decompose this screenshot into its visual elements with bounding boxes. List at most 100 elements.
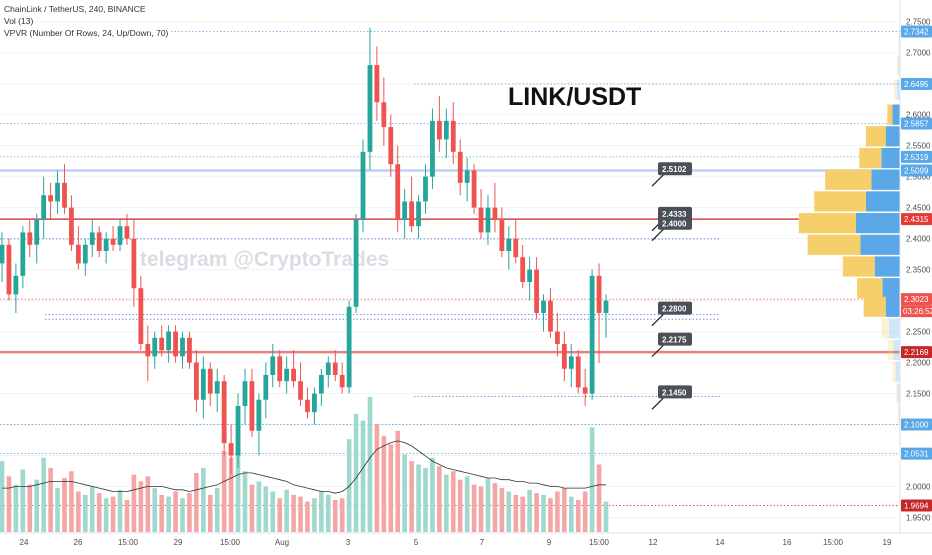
candle-body <box>138 288 144 344</box>
candle-body <box>381 102 387 128</box>
volume-bar <box>242 471 248 532</box>
volume-bar <box>228 457 234 532</box>
time-axis[interactable]: 24 26 15:00 29 15:00 Aug 3 5 7 9 15:00 12 14 16 15:00 1… <box>0 532 932 550</box>
volume-bar <box>374 424 380 532</box>
candle-body <box>200 368 206 400</box>
price-tag <box>901 117 932 130</box>
candle-body <box>541 300 546 313</box>
volume-bar <box>13 484 19 532</box>
vpvr-up-row <box>897 383 900 404</box>
candle-body <box>75 244 81 264</box>
candle-body <box>568 356 574 369</box>
candle-body <box>374 65 380 103</box>
vpvr-down-row <box>887 104 893 125</box>
chart-title: LINK/USDT <box>508 83 641 111</box>
price-tick-label: 2.7500 <box>906 18 931 27</box>
vpvr-up-row <box>896 79 900 100</box>
time-tick-label: 14 <box>716 538 725 547</box>
candle-body <box>221 381 227 444</box>
price-tick-label: 2.6000 <box>906 111 931 120</box>
volume-bar <box>416 464 421 532</box>
volume-ma-line <box>2 440 606 494</box>
price-axis[interactable]: 1.95002.00002.05002.10002.15002.20002.25… <box>899 0 932 533</box>
legend-vpvr[interactable]: VPVR (Number Of Rows, 24, Up/Down, 70) <box>4 28 169 38</box>
volume-bar <box>159 494 164 532</box>
candle-body <box>346 306 352 388</box>
candle-body <box>443 120 449 140</box>
volume-bar <box>485 478 491 532</box>
price-tick-label: 2.4500 <box>906 204 931 213</box>
vpvr-up-row <box>856 213 900 234</box>
volume-bar <box>166 496 171 532</box>
volume-bar <box>596 464 602 532</box>
candle-body <box>96 232 102 252</box>
candle-body <box>6 244 12 295</box>
volume-bar <box>582 491 588 532</box>
candle-body <box>423 176 428 202</box>
price-tick-label: 2.1500 <box>906 390 931 399</box>
volume-bar <box>444 474 449 532</box>
note-label: 2.4333 <box>662 210 687 219</box>
candle-body <box>41 195 47 221</box>
candle-body <box>353 220 359 307</box>
legend-volume[interactable]: Vol (13) <box>4 16 33 26</box>
volume-bar <box>395 430 401 532</box>
candle-body <box>555 331 560 344</box>
volume-bar <box>62 478 67 532</box>
volume-bar <box>499 488 505 532</box>
volume-bar <box>437 466 442 532</box>
price-tag-label: 2.6495 <box>904 80 929 89</box>
vpvr-down-row <box>898 30 899 51</box>
countdown-tag <box>901 305 932 318</box>
volume-bar <box>124 499 130 532</box>
volume-bar <box>249 484 255 532</box>
volume-bar <box>492 483 498 532</box>
volume-bar <box>207 494 213 532</box>
candle-body <box>312 393 317 413</box>
watermark: telegram @CryptoTrades <box>140 248 389 271</box>
time-tick-label: 12 <box>649 538 658 547</box>
vpvr-up-row <box>895 361 900 382</box>
candle-body <box>207 368 213 394</box>
price-tag <box>901 293 932 306</box>
volume-bar <box>117 489 123 532</box>
legend: ChainLink / TetherUS, 240, BINANCE Vol (… <box>4 4 169 38</box>
candle-body <box>34 220 40 245</box>
candle-body <box>395 164 401 221</box>
candle-body <box>388 127 394 165</box>
volume-bar <box>131 474 137 532</box>
time-tick-label: 16 <box>783 538 792 547</box>
vpvr-up-row <box>882 278 900 299</box>
volume-bar <box>589 427 595 532</box>
vpvr-down-row <box>814 191 866 212</box>
candle-body <box>492 207 498 221</box>
price-tag-label: 2.5099 <box>904 166 929 175</box>
note-pointer <box>651 396 665 410</box>
vpvr-down-row <box>887 340 894 361</box>
volume-bar <box>284 489 289 532</box>
legend-symbol[interactable]: ChainLink / TetherUS, 240, BINANCE <box>4 4 146 14</box>
vpvr-up-row <box>893 340 900 361</box>
vpvr-down-row <box>896 383 898 404</box>
volume-bar <box>506 491 512 532</box>
vpvr-up-row <box>871 169 900 190</box>
countdown-label: 03:26:52 <box>903 307 932 316</box>
price-tag <box>901 346 932 359</box>
volume-bar <box>277 498 283 532</box>
candle-body <box>89 232 95 245</box>
candle-body <box>124 226 130 239</box>
candle-body <box>318 374 324 394</box>
time-tick-label: 3 <box>346 538 351 547</box>
volume-bar <box>152 488 158 532</box>
price-tag-label: 1.9694 <box>904 501 929 510</box>
volume-bar <box>27 484 33 532</box>
vpvr-down-row <box>863 296 886 317</box>
price-tick-label: 2.4000 <box>906 235 931 244</box>
note-box <box>658 162 692 176</box>
candle-body <box>332 362 338 375</box>
volume-bar <box>541 494 546 532</box>
vpvr-down-row <box>825 169 872 190</box>
candle-body <box>534 269 539 313</box>
